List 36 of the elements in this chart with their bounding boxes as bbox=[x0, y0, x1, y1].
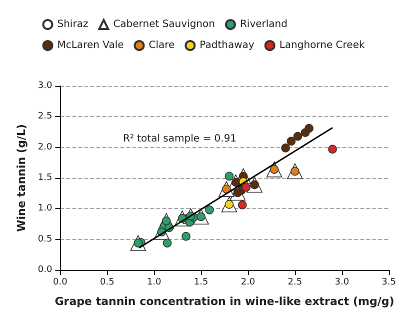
x-tick-label: 2.5 bbox=[288, 278, 302, 288]
x-tick-label: 2.0 bbox=[240, 278, 256, 288]
y-tick-label: 2.5 bbox=[38, 112, 52, 122]
point bbox=[238, 200, 247, 210]
y-axis-title: Wine tannin (g/L) bbox=[15, 124, 28, 232]
legend-label: Cabernet Sauvignon bbox=[113, 19, 215, 30]
point bbox=[162, 238, 172, 248]
point bbox=[224, 172, 234, 181]
x-tick-label: 3.0 bbox=[334, 278, 350, 288]
point bbox=[281, 144, 290, 152]
point bbox=[328, 144, 337, 154]
point bbox=[242, 182, 251, 192]
legend-label: Clare bbox=[148, 40, 175, 51]
legend-label: Shiraz bbox=[57, 19, 88, 30]
annotation: R² total sample = 0.91 bbox=[123, 134, 237, 144]
legend-label: Langhorne Creek bbox=[279, 40, 365, 51]
x-tick-label: 1.0 bbox=[146, 278, 162, 288]
point bbox=[304, 124, 314, 133]
legend-label: Padthaway bbox=[200, 40, 254, 51]
point bbox=[286, 136, 296, 146]
y-tick-label: 0.0 bbox=[38, 265, 52, 275]
point bbox=[205, 205, 214, 214]
x-tick-label: 0.5 bbox=[100, 278, 114, 288]
legend-label: McLaren Vale bbox=[57, 40, 124, 51]
point bbox=[293, 132, 302, 141]
y-tick-label: 3.0 bbox=[38, 81, 52, 91]
y-tick-label: 0.5 bbox=[38, 234, 52, 244]
point bbox=[182, 232, 190, 241]
x-tick-label: 1.5 bbox=[194, 278, 208, 288]
y-tick-label: 2.0 bbox=[38, 142, 52, 152]
y-tick-label: 1.5 bbox=[38, 173, 52, 183]
legend-label: Riverland bbox=[240, 19, 288, 30]
x-axis-title: Grape tannin concentration in wine-like extract (mg/g) bbox=[54, 295, 394, 308]
x-tick-label: 0.0 bbox=[53, 278, 68, 288]
x-tick-label: 3.5 bbox=[382, 278, 396, 288]
y-tick-label: 1.0 bbox=[38, 204, 52, 214]
